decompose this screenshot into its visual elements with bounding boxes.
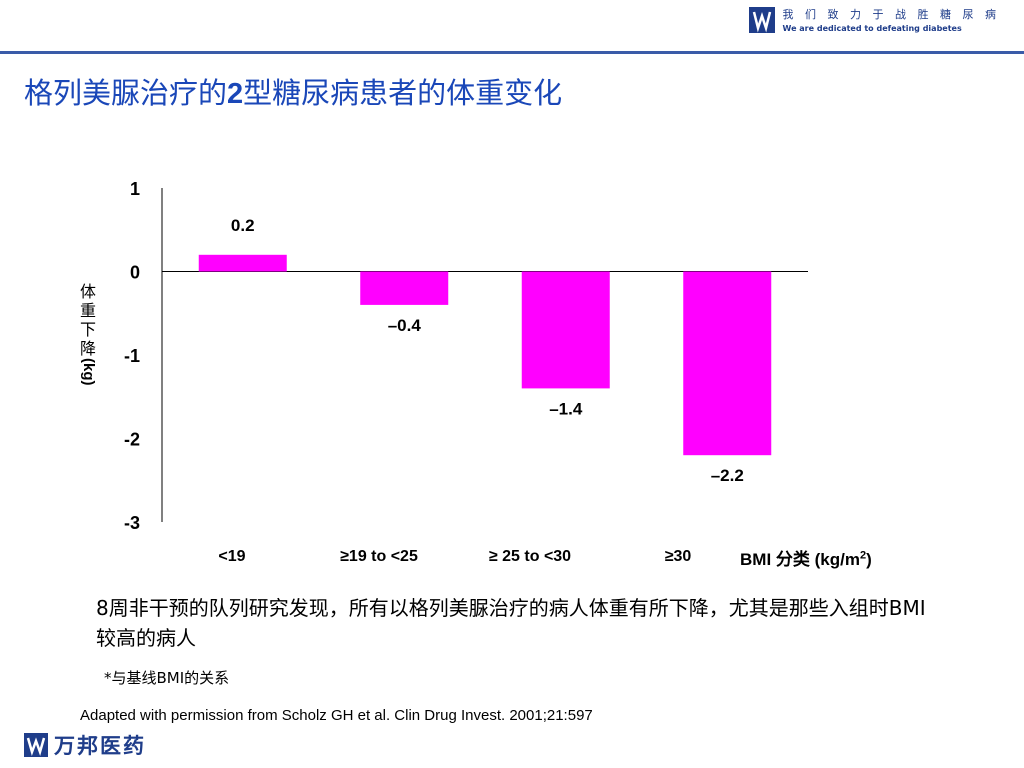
bar [198,254,287,272]
x-category-label: ≥30 [665,548,692,565]
y-tick-label: 0 [130,263,140,283]
y-tick-label: 1 [130,179,140,199]
footer-brand-icon [24,733,48,757]
footer-brand: 万邦医药 [54,734,146,758]
header-logo: 我 们 致 力 于 战 胜 糖 尿 病 We are dedicated to … [748,6,1000,33]
body-text: 8周非干预的队列研究发现，所有以格列美脲治疗的病人体重有所下降，尤其是那些入组时… [96,596,926,650]
data-label: 0.2 [231,216,255,235]
footnote: *与基线BMI的关系 [104,669,230,687]
brand-logo-icon [748,6,775,33]
data-label: –2.2 [711,466,744,485]
bar [683,271,772,456]
bar [360,271,449,305]
slogan-en: We are dedicated to defeating diabetes [782,24,962,33]
source-citation: Adapted with permission from Scholz GH e… [80,707,593,724]
header-rule [0,51,1024,54]
data-label: –0.4 [388,316,422,335]
x-axis-label: BMI 分类 (kg/m2) [740,549,872,569]
page-title: 格列美脲治疗的2型糖尿病患者的体重变化 [24,76,563,110]
data-label: –1.4 [549,399,583,418]
x-category-label: ≥ 25 to <30 [489,548,571,565]
bar [521,271,610,389]
y-tick-label: -3 [124,513,140,533]
slogan-cn: 我 们 致 力 于 战 胜 糖 尿 病 [782,8,1000,21]
x-category-label: ≥19 to <25 [340,548,418,565]
y-tick-label: -1 [124,346,140,366]
y-axis-label: 体重下降 (kg) [79,282,97,386]
footer-logo: 万邦医药 [24,730,146,760]
x-category-label: <19 [218,548,245,565]
y-tick-label: -2 [124,430,140,450]
